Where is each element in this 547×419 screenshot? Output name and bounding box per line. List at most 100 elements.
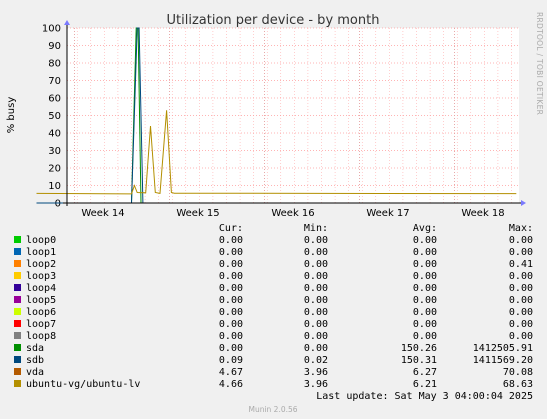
last-update: Last update: Sat May 3 04:00:04 2025: [316, 391, 533, 402]
y-axis-label: % busy: [6, 97, 17, 134]
legend-value: 70.08: [503, 367, 533, 378]
legend-name: loop4: [26, 283, 56, 294]
legend-value: 68.63: [503, 379, 533, 390]
y-tick-label: 40: [48, 129, 61, 140]
x-tick-label: Week 14: [81, 208, 124, 219]
legend-value: 6.21: [413, 379, 437, 390]
legend-value: 0.00: [304, 283, 328, 294]
y-axis-arrow: [64, 20, 70, 25]
legend-value: 0.00: [509, 235, 533, 246]
legend-value: 0.00: [219, 247, 243, 258]
legend-value: 150.31: [401, 355, 437, 366]
legend-value: 3.96: [304, 379, 328, 390]
y-tick-label: 50: [48, 111, 61, 122]
legend-value: 0.00: [509, 319, 533, 330]
legend-value: 0.00: [413, 271, 437, 282]
legend-value: 150.26: [401, 343, 437, 354]
legend-value: 0.00: [304, 295, 328, 306]
legend-header: Min:: [304, 223, 328, 234]
legend-value: 0.00: [219, 271, 243, 282]
legend-value: 0.00: [304, 319, 328, 330]
y-tick-label: 70: [48, 76, 61, 87]
legend-value: 0.00: [219, 307, 243, 318]
legend-value: 0.00: [219, 235, 243, 246]
legend-swatch: [14, 260, 21, 267]
legend-value: 0.00: [509, 247, 533, 258]
legend-swatch: [14, 284, 21, 291]
legend-name: loop0: [26, 235, 56, 246]
legend-value: 0.00: [509, 271, 533, 282]
legend-value: 0.00: [413, 331, 437, 342]
y-tick-label: 80: [48, 59, 61, 70]
legend-value: 0.00: [304, 307, 328, 318]
legend-value: 4.66: [219, 379, 243, 390]
y-tick-label: 90: [48, 41, 61, 52]
legend: Cur: Min: Avg: Max:loop0 0.00 0.00 0.00 0.00loo…: [14, 223, 533, 390]
y-tick-label: 60: [48, 94, 61, 105]
x-tick-label: Week 16: [271, 208, 314, 219]
legend-value: 1412505.91: [473, 343, 533, 354]
legend-value: 0.00: [219, 343, 243, 354]
legend-swatch: [14, 248, 21, 255]
legend-value: 0.00: [304, 259, 328, 270]
y-tick-label: 30: [48, 146, 61, 157]
legend-swatch: [14, 380, 21, 387]
legend-value: 0.41: [509, 259, 533, 270]
legend-value: 0.00: [304, 271, 328, 282]
rrdtool-credit: RRDTOOL / TOBI OETIKER: [535, 12, 544, 115]
legend-name: ubuntu-vg/ubuntu-lv: [26, 379, 140, 390]
legend-value: 0.00: [304, 247, 328, 258]
legend-header: Avg:: [413, 223, 437, 234]
grid-lines: [67, 27, 519, 203]
legend-value: 0.00: [509, 283, 533, 294]
legend-swatch: [14, 344, 21, 351]
legend-value: 0.00: [413, 283, 437, 294]
legend-value: 0.00: [219, 259, 243, 270]
legend-header: Max:: [509, 223, 533, 234]
legend-name: sda: [26, 343, 44, 354]
legend-value: 0.00: [413, 307, 437, 318]
legend-value: 0.00: [304, 235, 328, 246]
legend-value: 4.67: [219, 367, 243, 378]
x-tick-label: Week 15: [176, 208, 219, 219]
legend-name: sdb: [26, 355, 44, 366]
legend-value: 0.00: [413, 295, 437, 306]
legend-value: 0.00: [219, 295, 243, 306]
legend-name: loop5: [26, 295, 56, 306]
legend-swatch: [14, 308, 21, 315]
x-tick-label: Week 17: [366, 208, 409, 219]
legend-name: loop3: [26, 271, 56, 282]
legend-value: 3.96: [304, 367, 328, 378]
legend-value: 0.02: [304, 355, 328, 366]
legend-name: vda: [26, 367, 44, 378]
legend-swatch: [14, 356, 21, 363]
legend-value: 0.00: [413, 235, 437, 246]
legend-value: 0.00: [509, 295, 533, 306]
y-tick-labels: 0 10 20 30 40 50 60 70 80 90 100: [42, 24, 61, 210]
x-axis-arrow: [521, 200, 526, 206]
legend-value: 0.00: [509, 331, 533, 342]
y-tick-label: 20: [48, 164, 61, 175]
legend-swatch: [14, 320, 21, 327]
legend-swatch: [14, 272, 21, 279]
series-line-ubuntu-vg-ubuntu-lv: [36, 110, 517, 195]
legend-swatch: [14, 236, 21, 243]
legend-value: 0.00: [304, 343, 328, 354]
x-tick-labels: Week 14 Week 15 Week 16 Week 17 Week 18: [81, 208, 504, 219]
legend-value: 0.00: [413, 259, 437, 270]
legend-value: 0.00: [219, 319, 243, 330]
legend-value: 0.00: [304, 331, 328, 342]
y-tick-label: 10: [48, 181, 61, 192]
legend-swatch: [14, 296, 21, 303]
y-tick-label: 100: [42, 24, 61, 35]
legend-value: 0.00: [219, 283, 243, 294]
y-tick-label: 0: [55, 199, 61, 210]
chart-title: Utilization per device - by month: [167, 13, 380, 28]
legend-value: 0.00: [413, 247, 437, 258]
legend-value: 0.00: [219, 331, 243, 342]
legend-name: loop2: [26, 259, 56, 270]
legend-swatch: [14, 368, 21, 375]
legend-name: loop8: [26, 331, 56, 342]
